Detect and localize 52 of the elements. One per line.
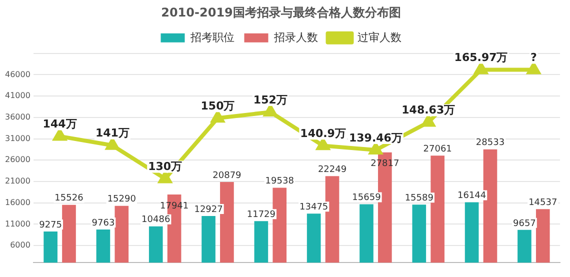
- data-label: 28533: [476, 138, 505, 148]
- y-tick-label: 6000: [10, 240, 30, 250]
- data-label: ?: [530, 51, 537, 64]
- point: [106, 138, 119, 150]
- data-label: 139.46万: [348, 131, 402, 144]
- chart-title: 2010-2019国考招录与最终合格人数分布图: [161, 5, 401, 20]
- data-label: 152万: [253, 93, 288, 106]
- point: [316, 138, 330, 150]
- y-tick-label: 46000: [4, 70, 30, 79]
- data-label: 11729: [246, 210, 276, 220]
- point: [53, 129, 66, 141]
- data-label: 27817: [370, 159, 400, 170]
- y-tick-label: 21000: [4, 176, 30, 186]
- data-label: 9763: [92, 218, 115, 228]
- data-label: 16144: [457, 191, 486, 202]
- data-label: 19538: [265, 176, 294, 187]
- data-label: 12927: [194, 204, 223, 215]
- data-label: 144万: [42, 118, 77, 131]
- y-tick-label: 41000: [4, 91, 30, 100]
- point: [369, 143, 382, 155]
- data-label: 140.9万: [300, 127, 346, 140]
- legend-label: 招考职位: [189, 30, 234, 44]
- data-label: 27061: [423, 144, 452, 154]
- data-label: 20879: [212, 170, 242, 181]
- point: [422, 115, 435, 127]
- point: [527, 62, 540, 74]
- data-label: 22249: [318, 164, 347, 175]
- data-label: 15526: [54, 194, 84, 204]
- data-label: 9657: [513, 218, 536, 229]
- point: [264, 105, 277, 117]
- data-label: 13475: [300, 202, 328, 212]
- legend-label: 招录人数: [272, 30, 318, 44]
- data-label: 15589: [404, 193, 434, 204]
- point: [158, 172, 172, 184]
- data-label: 15659: [352, 193, 382, 204]
- data-label: 9275: [39, 220, 62, 230]
- data-label: 141万: [95, 126, 130, 140]
- data-label: 150万: [200, 99, 235, 112]
- data-label: 10486: [142, 215, 170, 226]
- data-label: 130万: [148, 160, 182, 174]
- y-tick-label: 11000: [4, 219, 30, 228]
- y-tick-label: 36000: [4, 112, 30, 122]
- legend-label: 过审人数: [357, 30, 402, 44]
- y-tick-label: 16000: [4, 198, 30, 207]
- point: [211, 111, 224, 123]
- y-tick-label: 31000: [4, 134, 30, 143]
- data-label: 14537: [528, 198, 558, 208]
- data-label: 15290: [107, 194, 136, 205]
- y-tick-label: 26000: [4, 155, 30, 164]
- data-label: 165.97万: [454, 51, 508, 64]
- data-label: 148.63万: [402, 104, 456, 117]
- point: [474, 62, 488, 74]
